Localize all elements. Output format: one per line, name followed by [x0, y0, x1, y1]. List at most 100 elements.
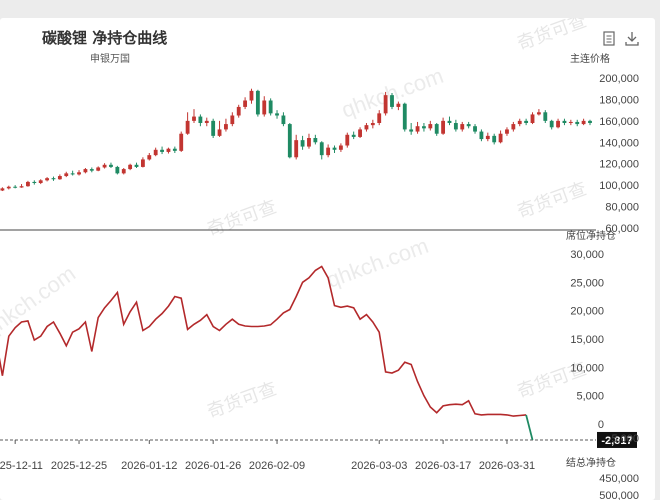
- candle: [224, 118, 228, 132]
- candle: [453, 119, 458, 132]
- candle: [358, 127, 362, 138]
- grid-layer: [0, 229, 596, 441]
- candle: [556, 118, 560, 129]
- x-tick-label: 2026-02-09: [249, 460, 305, 472]
- candle: [332, 145, 337, 153]
- candle: [198, 114, 203, 127]
- watermark-en: qhkch.com: [0, 261, 80, 343]
- candle: [351, 131, 356, 140]
- candle: [479, 129, 484, 142]
- price-tick-label: 180,000: [599, 94, 639, 106]
- candle: [83, 168, 88, 174]
- candle: [96, 166, 101, 172]
- chart-subtitle: 申银万国: [90, 52, 130, 65]
- candle: [370, 119, 375, 129]
- candle: [287, 123, 292, 159]
- price-tick-label: 100,000: [599, 180, 639, 192]
- position-tick-label: 10,000: [570, 362, 604, 374]
- candle: [409, 123, 414, 135]
- net-position-series: -2,817: [0, 265, 637, 448]
- candle: [364, 123, 369, 132]
- y-axis: 60,000 80,000 100,000 120,000 140,000 160,000…: [570, 73, 639, 500]
- extra-tick-label: 500,000: [599, 490, 639, 500]
- candle: [530, 112, 535, 125]
- candle: [281, 112, 286, 127]
- chart-canvas: 奇货可查 qhkch.com 奇货可查 奇货可查 qhkch.com qhkch…: [0, 18, 639, 500]
- candle: [300, 135, 305, 150]
- candle: [134, 162, 139, 168]
- x-tick-label: 2026-01-26: [185, 460, 241, 472]
- candlestick-series: [0, 88, 592, 192]
- candle: [89, 167, 94, 173]
- candle: [319, 141, 324, 160]
- last-value-tag: -2,817: [597, 431, 637, 448]
- position-tick-label: 25,000: [570, 277, 604, 289]
- watermark-cn: 奇货可查: [205, 378, 280, 422]
- candle: [562, 118, 567, 126]
- candle: [536, 109, 541, 116]
- x-tick-label: 2026-01-12: [121, 460, 177, 472]
- net-position-bottom-label: 结总净持仓: [566, 456, 616, 469]
- candle: [396, 101, 401, 111]
- candle: [415, 121, 420, 134]
- net-position-line: [0, 265, 527, 417]
- candle: [109, 162, 113, 168]
- watermark-en: qhkch.com: [323, 233, 432, 293]
- document-icon[interactable]: [603, 31, 615, 46]
- candle: [473, 124, 477, 134]
- candle: [211, 118, 216, 138]
- price-tick-label: 200,000: [599, 73, 639, 85]
- candle: [57, 174, 62, 180]
- candle: [275, 110, 279, 119]
- candle: [326, 144, 331, 158]
- candle: [447, 116, 452, 126]
- candle: [13, 185, 18, 189]
- position-tick-label: 5,000: [576, 391, 604, 403]
- candle: [102, 163, 107, 169]
- price-tick-label: 80,000: [605, 202, 639, 214]
- candle: [166, 147, 171, 154]
- extra-tick-label: 450,000: [599, 473, 639, 485]
- candle: [128, 163, 133, 171]
- x-tick-label: 2026-03-17: [415, 460, 471, 472]
- position-tick-label: 30,000: [570, 249, 604, 261]
- candle: [345, 132, 350, 148]
- candle: [70, 170, 75, 176]
- position-tick-label: 20,000: [570, 306, 604, 318]
- candle: [38, 179, 43, 185]
- x-tick-label: 2025-12-11: [0, 460, 43, 472]
- candle: [441, 117, 446, 135]
- candle: [313, 134, 318, 145]
- candle: [262, 96, 267, 117]
- candle: [179, 131, 184, 152]
- candle: [338, 143, 343, 152]
- candle: [498, 130, 503, 144]
- candle: [428, 120, 433, 131]
- candle: [492, 133, 497, 145]
- position-axis-label: 席位净持仓: [566, 229, 616, 242]
- candle: [307, 133, 311, 149]
- candle: [568, 119, 573, 126]
- candle: [434, 123, 439, 136]
- candle: [243, 97, 248, 110]
- watermark-cn: 奇货可查: [515, 178, 590, 222]
- candle: [192, 109, 196, 123]
- candle: [255, 89, 260, 117]
- candle: [377, 110, 382, 126]
- position-tick-label: 0: [598, 419, 604, 431]
- candle: [185, 112, 190, 135]
- watermark-layer: 奇货可查 qhkch.com 奇货可查 奇货可查 qhkch.com qhkch…: [0, 18, 589, 423]
- position-tick-label: 15,000: [570, 334, 604, 346]
- chart-title: 碳酸锂 净持仓曲线: [42, 29, 167, 47]
- x-axis: 2025-12-11 2025-12-25 2026-01-12 2026-01-26…: [0, 439, 535, 472]
- candle: [45, 177, 50, 182]
- price-tick-label: 60,000: [605, 223, 639, 235]
- candle: [543, 110, 548, 123]
- candle: [549, 119, 554, 130]
- watermark-cn: 奇货可查: [515, 18, 590, 55]
- watermark-cn: 奇货可查: [205, 196, 280, 240]
- download-icon[interactable]: [625, 32, 639, 46]
- candle: [140, 157, 145, 168]
- chart-panel: 奇货可查 qhkch.com 奇货可查 奇货可查 qhkch.com qhkch…: [0, 18, 655, 500]
- candle: [0, 187, 5, 192]
